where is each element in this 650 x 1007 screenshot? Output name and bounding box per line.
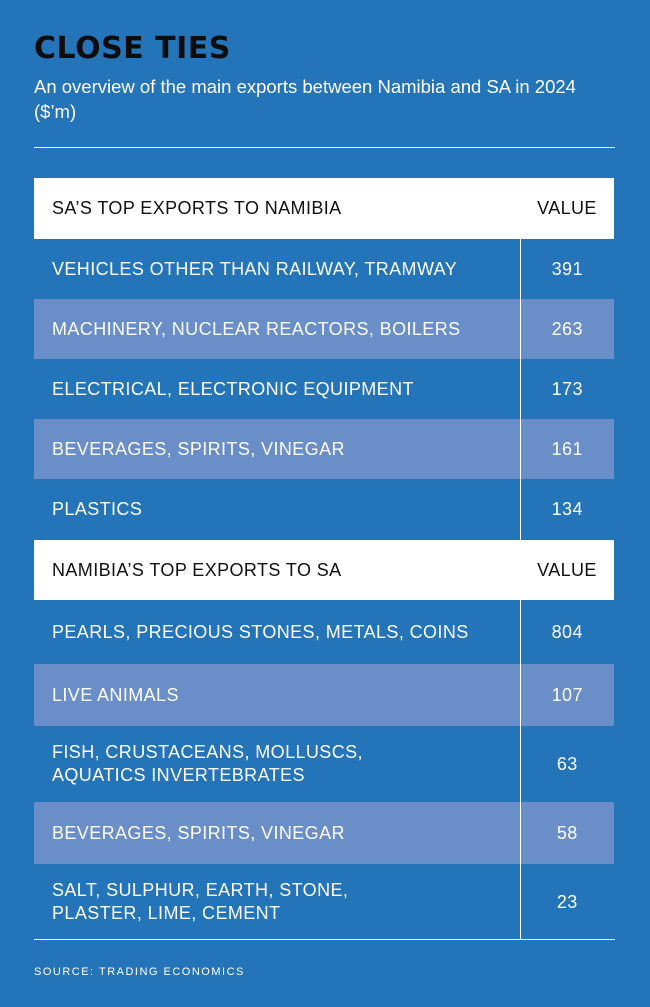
- section-header: SA’S TOP EXPORTS TO NAMIBIA VALUE: [34, 178, 614, 239]
- top-divider: [34, 147, 615, 148]
- export-value: 134: [519, 479, 614, 540]
- export-category: MACHINERY, NUCLEAR REACTORS, BOILERS: [34, 299, 520, 359]
- exports-table: SA’S TOP EXPORTS TO NAMIBIA VALUE VEHICLES…: [34, 178, 614, 940]
- section-heading: NAMIBIA’S TOP EXPORTS TO SA: [34, 540, 520, 600]
- table-row: LIVE ANIMALS 107: [34, 664, 614, 726]
- table-row: VEHICLES OTHER THAN RAILWAY, TRAMWAY 391: [34, 239, 614, 299]
- export-value: 63: [519, 726, 614, 802]
- export-value: 263: [519, 299, 614, 359]
- bottom-divider: [34, 939, 615, 940]
- table-row: SALT, SULPHUR, EARTH, STONE, PLASTER, LI…: [34, 864, 614, 940]
- export-category: PLASTICS: [52, 499, 143, 519]
- export-value: 391: [519, 239, 614, 299]
- export-value: 107: [519, 664, 614, 726]
- table-row: FISH, CRUSTACEANS, MOLLUSCS, AQUATICS IN…: [34, 726, 614, 802]
- value-column-heading: VALUE: [520, 178, 614, 239]
- section-heading: SA’S TOP EXPORTS TO NAMIBIA: [34, 178, 520, 239]
- table-row: MACHINERY, NUCLEAR REACTORS, BOILERS 263: [34, 299, 614, 359]
- exports-table-body: SA’S TOP EXPORTS TO NAMIBIA VALUE VEHICLES…: [34, 178, 614, 940]
- table-row: BEVERAGES, SPIRITS, VINEGAR 161: [34, 419, 614, 479]
- table-row: PEARLS, PRECIOUS STONES, METALS, COINS 80…: [34, 600, 614, 664]
- export-category: BEVERAGES, SPIRITS, VINEGAR: [34, 419, 520, 479]
- export-category: ELECTRICAL, ELECTRONIC EQUIPMENT: [52, 378, 414, 399]
- page-title: CLOSE TIES: [34, 31, 231, 66]
- export-category: SALT, SULPHUR, EARTH, STONE, PLASTER, LI…: [52, 880, 349, 923]
- export-category: VEHICLES OTHER THAN RAILWAY, TRAMWAY: [52, 258, 458, 279]
- value-column-heading: VALUE: [520, 540, 614, 600]
- section-header: NAMIBIA’S TOP EXPORTS TO SA VALUE: [34, 540, 614, 600]
- table-row: PLASTICS 134: [34, 479, 614, 540]
- export-category: PEARLS, PRECIOUS STONES, METALS, COINS: [52, 621, 469, 642]
- export-value: 58: [519, 802, 614, 864]
- page-subtitle: An overview of the main exports between …: [34, 76, 576, 122]
- export-category: BEVERAGES, SPIRITS, VINEGAR: [34, 802, 520, 864]
- export-value: 804: [519, 600, 614, 664]
- table-row: ELECTRICAL, ELECTRONIC EQUIPMENT 173: [34, 359, 614, 419]
- table-row: BEVERAGES, SPIRITS, VINEGAR 58: [34, 802, 614, 864]
- export-category: FISH, CRUSTACEANS, MOLLUSCS, AQUATICS IN…: [52, 742, 363, 785]
- export-value: 161: [519, 419, 614, 479]
- export-value: 23: [519, 864, 614, 940]
- export-category: LIVE ANIMALS: [34, 664, 520, 726]
- source-note: SOURCE: TRADING ECONOMICS: [34, 966, 245, 978]
- export-value: 173: [519, 359, 614, 419]
